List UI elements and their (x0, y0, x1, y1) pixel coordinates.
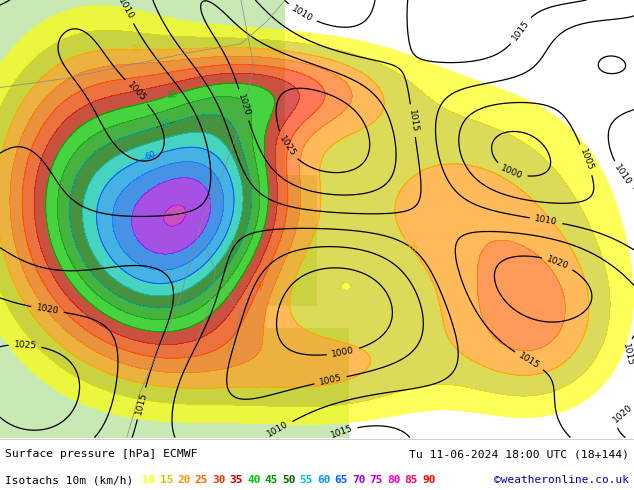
Text: 1000: 1000 (331, 346, 356, 359)
Text: 1010: 1010 (290, 3, 314, 23)
Text: 1020: 1020 (545, 254, 570, 271)
Text: 1005: 1005 (578, 147, 595, 172)
Text: 80: 80 (387, 475, 401, 485)
Text: 65: 65 (335, 475, 348, 485)
Text: 40: 40 (167, 89, 179, 100)
Bar (0, 0, 266, 438)
Text: 50: 50 (282, 475, 295, 485)
Text: Isotachs 10m (km/h): Isotachs 10m (km/h) (5, 475, 140, 485)
Text: 50: 50 (160, 119, 172, 130)
Text: 1020: 1020 (236, 93, 252, 117)
Text: 1015: 1015 (329, 424, 354, 441)
Text: ©weatheronline.co.uk: ©weatheronline.co.uk (494, 475, 629, 485)
Text: 60: 60 (317, 475, 330, 485)
Text: 1025: 1025 (13, 340, 37, 350)
Text: 25: 25 (195, 475, 208, 485)
Text: 40: 40 (247, 475, 261, 485)
Text: 1000: 1000 (500, 163, 524, 181)
Text: Surface pressure [hPa] ECMWF: Surface pressure [hPa] ECMWF (5, 449, 198, 459)
Bar (241, 175, 317, 306)
Text: 1015: 1015 (510, 19, 531, 43)
Text: 1005: 1005 (126, 80, 148, 103)
Text: 20: 20 (177, 475, 190, 485)
Text: 1015: 1015 (134, 391, 148, 416)
Text: 1015: 1015 (407, 109, 419, 133)
Text: 1020: 1020 (36, 303, 60, 316)
Text: 70: 70 (352, 475, 365, 485)
Text: 35: 35 (230, 475, 243, 485)
Text: 10: 10 (142, 475, 155, 485)
Text: 75: 75 (370, 475, 383, 485)
Text: 1010: 1010 (534, 214, 559, 227)
Text: 30: 30 (212, 475, 226, 485)
Text: 60: 60 (145, 150, 157, 162)
Text: 1020: 1020 (611, 402, 634, 424)
Text: Tu 11-06-2024 18:00 UTC (18+144): Tu 11-06-2024 18:00 UTC (18+144) (409, 449, 629, 459)
Text: 15: 15 (160, 475, 173, 485)
Text: 1015: 1015 (621, 343, 634, 367)
Bar (0, 328, 349, 438)
Text: 1015: 1015 (517, 351, 541, 370)
Bar (158, 0, 285, 197)
Text: 1010: 1010 (116, 0, 135, 21)
Text: 1005: 1005 (318, 373, 343, 387)
Text: 1010: 1010 (266, 420, 290, 439)
Text: 30: 30 (254, 278, 266, 292)
Text: 90: 90 (422, 475, 436, 485)
Text: 20: 20 (404, 241, 418, 254)
Text: 20: 20 (131, 45, 142, 54)
Text: 1010: 1010 (612, 163, 633, 187)
Text: 85: 85 (404, 475, 418, 485)
Text: 55: 55 (299, 475, 313, 485)
Text: 1025: 1025 (277, 134, 297, 158)
Text: 45: 45 (264, 475, 278, 485)
